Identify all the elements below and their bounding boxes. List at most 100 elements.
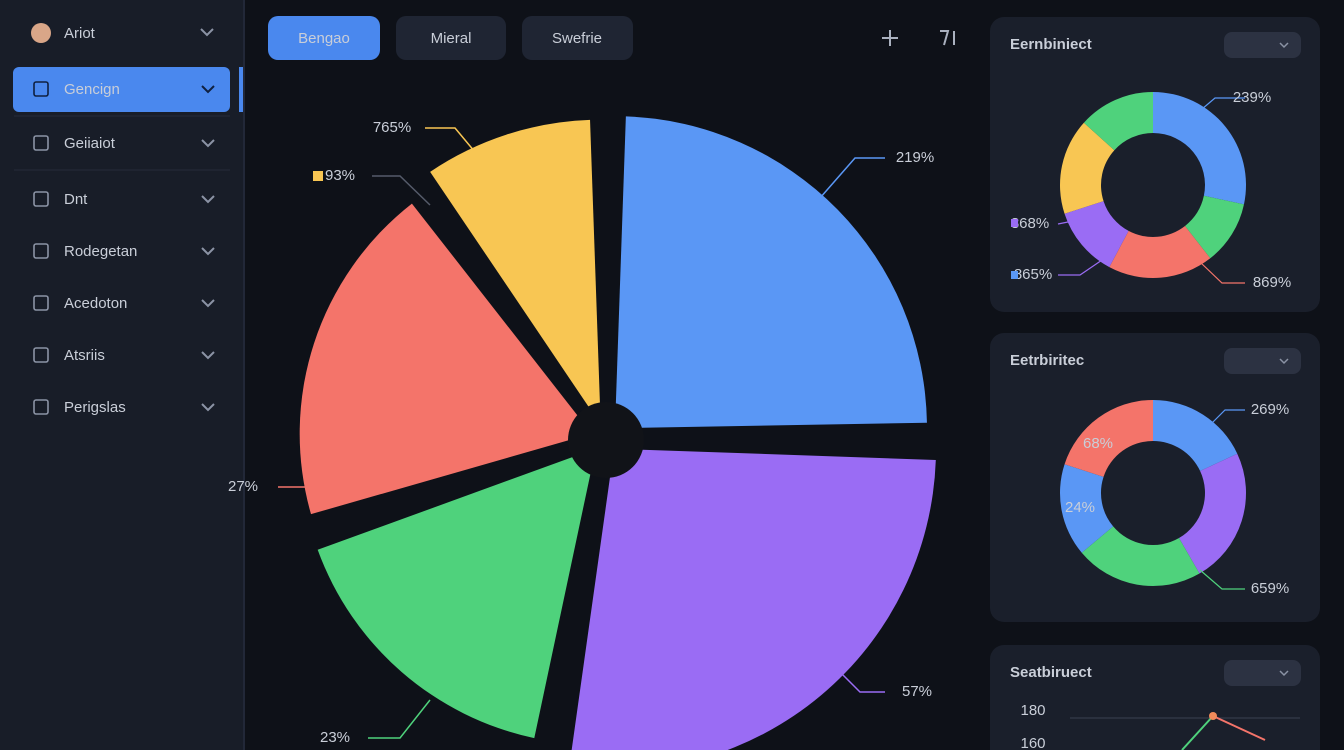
- nav-item: Rodegetan: [64, 243, 137, 260]
- panel-menu: [1224, 32, 1301, 58]
- donut-label: 868%: [1011, 215, 1049, 232]
- leader-line: [1058, 257, 1106, 276]
- donut-segment: [1060, 464, 1114, 553]
- chevron: [1279, 42, 1289, 49]
- item-icon: [33, 81, 49, 97]
- panel: [990, 333, 1320, 622]
- tab[interactable]: [396, 16, 506, 60]
- item-icon: [33, 243, 49, 259]
- panel-title: Eetrbiritec: [1010, 352, 1084, 369]
- nav-item: Gencign: [64, 81, 120, 98]
- sidebar-edge: [243, 0, 245, 750]
- avatar: [31, 23, 51, 43]
- chevron: [201, 139, 215, 148]
- axis-label: 160: [1020, 735, 1045, 750]
- nav-item: Perigslas: [64, 399, 126, 416]
- chevron: [201, 247, 215, 256]
- leader-line: [829, 661, 885, 693]
- donut-label: 68%: [1083, 435, 1113, 452]
- chevron: [201, 299, 215, 308]
- donut-label: 865%: [1014, 266, 1052, 283]
- pie-label: 765%: [373, 119, 411, 136]
- donut-segment: [1185, 195, 1244, 259]
- chevron: [200, 28, 214, 37]
- item-icon: [33, 347, 49, 363]
- active-indicator: [239, 67, 243, 112]
- axis-label: 180: [1020, 702, 1045, 719]
- donut-segment: [1153, 400, 1238, 472]
- leader-line: [819, 157, 885, 199]
- tab[interactable]: [268, 16, 380, 60]
- leader-line: [1199, 569, 1245, 590]
- legend-swatch: [313, 171, 323, 181]
- pie-slice: [299, 203, 592, 515]
- donut-segment: [1179, 453, 1246, 574]
- item-icon: [33, 135, 49, 151]
- tab-label: Swefrie: [552, 30, 602, 47]
- panel-title: Seatbiruect: [1010, 664, 1092, 681]
- trend-line: [1181, 715, 1214, 750]
- pie-label: 57%: [902, 683, 932, 700]
- main-pie: [299, 116, 936, 750]
- pie-label: 27%: [228, 478, 258, 495]
- trend-line: [1212, 715, 1266, 741]
- donut-segment: [1153, 92, 1247, 205]
- pie-label: 93%: [325, 167, 355, 184]
- donut-segment: [1064, 201, 1129, 268]
- pie-hub: [568, 402, 644, 478]
- nav-item: Dnt: [64, 191, 88, 208]
- item-icon: [33, 399, 49, 415]
- active-item[interactable]: [13, 67, 230, 112]
- panel-menu: [1224, 660, 1301, 686]
- item-icon: [33, 295, 49, 311]
- pie-slice: [317, 448, 596, 739]
- donut-label: 269%: [1251, 401, 1289, 418]
- item-icon: [33, 191, 49, 207]
- tab-label: Mieral: [431, 30, 472, 47]
- chevron: [201, 195, 215, 204]
- tab[interactable]: [522, 16, 633, 60]
- legend-swatch: [1011, 271, 1018, 279]
- donut-label: 869%: [1253, 274, 1291, 291]
- sidebar: [0, 0, 243, 750]
- chevron: [201, 85, 215, 94]
- pie-slice: [571, 448, 936, 750]
- tab-label: Bengao: [298, 30, 350, 47]
- donut-segment: [1109, 225, 1211, 279]
- panel-menu: [1224, 348, 1301, 374]
- leader-line: [1204, 409, 1245, 431]
- leader-line: [368, 699, 431, 739]
- donut-label: 239%: [1233, 89, 1271, 106]
- trend-point: [1209, 712, 1217, 720]
- donut-segment: [1064, 400, 1153, 477]
- chevron: [1279, 358, 1289, 365]
- legend-swatch: [1011, 219, 1018, 227]
- donut-label: 659%: [1251, 580, 1289, 597]
- donut-segment: [1081, 526, 1200, 586]
- chevron: [201, 351, 215, 360]
- user-name: Ariot: [64, 25, 96, 42]
- leader-line: [1199, 261, 1245, 284]
- add-icon[interactable]: [882, 30, 898, 46]
- leader-line: [372, 175, 431, 206]
- pie-label: 23%: [320, 729, 350, 746]
- pie-label: 219%: [896, 149, 934, 166]
- leader-line: [1057, 217, 1089, 225]
- nav-item: Geiiaiot: [64, 135, 116, 152]
- donut-label: 24%: [1065, 499, 1095, 516]
- leader-line: [425, 127, 491, 171]
- tool-icon[interactable]: [940, 30, 955, 46]
- panel: [990, 17, 1320, 312]
- pie-slice: [614, 116, 927, 429]
- nav-item: Atsriis: [64, 347, 105, 364]
- donut-segment: [1083, 92, 1153, 151]
- panel-title: Eernbiniect: [1010, 36, 1092, 53]
- pie-slice: [430, 119, 601, 425]
- leader-line: [1194, 97, 1245, 116]
- chevron: [201, 403, 215, 412]
- chevron: [1279, 670, 1289, 677]
- nav-item: Acedoton: [64, 295, 127, 312]
- donut-segment: [1060, 122, 1115, 214]
